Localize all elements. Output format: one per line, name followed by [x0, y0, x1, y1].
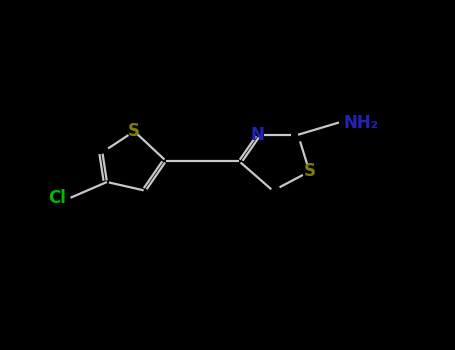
- Text: S: S: [303, 162, 315, 181]
- Text: NH₂: NH₂: [344, 113, 379, 132]
- Text: S: S: [128, 122, 140, 140]
- Text: N: N: [250, 126, 264, 144]
- Text: Cl: Cl: [48, 189, 66, 207]
